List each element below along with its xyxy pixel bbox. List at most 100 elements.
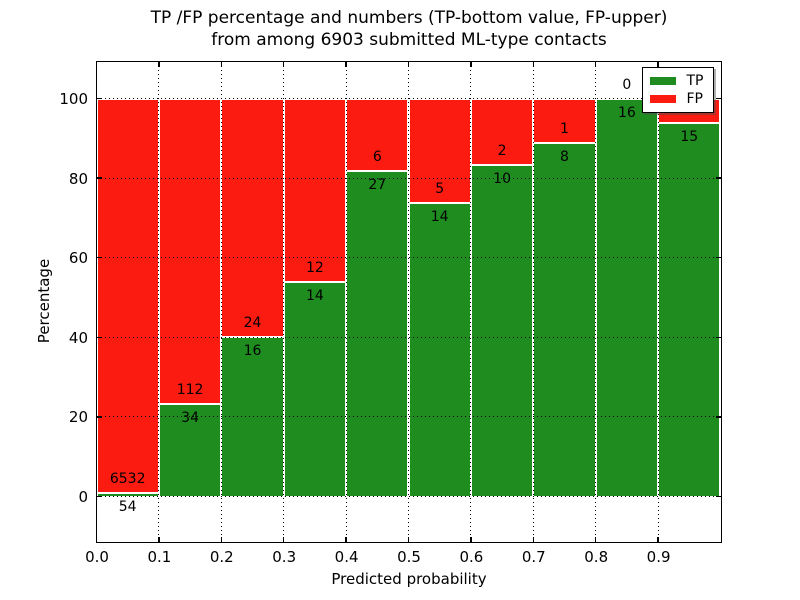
bar-tp-segment [470,164,534,497]
x-tick-mark-top [345,61,347,67]
legend-item: TP [643,72,713,90]
x-tick-mark-top [470,61,472,67]
x-tick-mark [345,536,347,542]
x-tick-mark-top [95,61,98,67]
x-tick-label: 0.6 [459,548,484,566]
bar-tp-segment [533,142,596,497]
x-axis-label: Predicted probability [331,570,487,588]
tp-count-label: 34 [181,409,200,426]
bar-fp-segment [283,98,347,283]
tp-count-label: 54 [118,499,137,516]
y-tick-label: 80 [68,169,88,188]
y-tick-mark [96,177,102,179]
x-tick-label: 0.7 [521,548,546,566]
x-tick-mark [470,536,472,542]
y-tick-label: 0 [78,488,88,507]
fp-count-label: 2 [497,142,507,159]
bar-tp-segment [96,493,159,497]
vertical-gridline [408,61,409,542]
chart-title: TP /FP percentage and numbers (TP-bottom… [97,7,721,51]
x-tick-label: 0.2 [209,548,234,566]
tp-count-label: 8 [560,148,569,165]
tp-count-label: 10 [493,170,512,187]
y-tick-mark-right [715,177,721,179]
vertical-gridline [220,61,222,542]
x-tick-mark [657,536,659,542]
x-tick-mark-top [282,61,285,67]
x-tick-mark [594,536,597,542]
x-tick-mark [220,536,223,542]
x-tick-mark [282,536,285,542]
x-tick-mark-top [407,61,410,67]
tp-count-label: 27 [368,176,387,193]
bar-tp-segment [283,282,347,497]
chart-title-line2: from among 6903 submitted ML-type contac… [211,30,607,50]
x-tick-label: 0.8 [584,548,609,566]
y-tick-mark [96,416,102,418]
horizontal-gridline [96,98,721,99]
legend-item: FP [643,90,713,108]
legend-swatch-tp [649,76,676,85]
bar-tp-segment [658,123,721,497]
x-tick-mark [532,536,535,542]
y-tick-label: 20 [68,408,88,427]
y-tick-mark [96,256,102,259]
horizontal-gridline [96,177,721,179]
bar-fp-segment [346,98,409,171]
y-tick-mark [96,495,102,498]
x-tick-label: 0.9 [646,548,671,566]
bar-tp-segment [158,403,222,497]
tp-count-label: 15 [680,129,699,146]
x-tick-mark-top [158,61,160,67]
y-tick-mark-right [715,97,721,100]
horizontal-gridline [96,496,721,498]
legend: TP FP [641,66,714,113]
y-tick-label: 40 [68,328,88,347]
horizontal-gridline [96,416,721,418]
x-tick-mark-top [594,61,597,67]
bar-fp-segment [158,98,222,404]
x-tick-mark [95,536,98,542]
x-tick-mark-top [657,61,659,67]
vertical-gridline [345,61,347,542]
y-tick-label: 100 [59,90,88,108]
tp-count-label: 16 [617,104,636,121]
x-tick-label: 0.5 [397,548,421,566]
vertical-gridline [283,61,285,542]
fp-count-label: 12 [305,260,324,277]
y-tick-mark-right [715,416,721,418]
x-tick-mark [407,536,410,542]
legend-label: TP [686,72,704,89]
vertical-gridline [158,61,160,542]
vertical-gridline [657,61,659,542]
y-tick-mark-right [715,256,721,259]
bar-tp-segment [408,203,471,497]
x-tick-label: 0.3 [272,548,297,566]
tp-count-label: 14 [430,209,449,226]
legend-swatch-fp [649,94,676,103]
bar-fp-segment [96,98,159,494]
y-tick-mark [96,97,102,100]
horizontal-gridline [96,336,721,338]
tp-count-label: 16 [243,343,262,360]
y-tick-mark-right [715,336,721,339]
y-tick-mark [96,336,102,339]
fp-count-label: 6 [372,148,382,165]
fp-count-label: 24 [243,315,262,332]
chart-title-line1: TP /FP percentage and numbers (TP-bottom… [150,8,668,28]
vertical-gridline [470,61,472,542]
legend-label: FP [686,90,704,107]
tp-count-label: 14 [305,288,324,305]
bar-tp-segment [595,98,659,497]
fp-count-label: 6532 [109,471,146,488]
y-tick-mark-right [715,495,721,498]
x-tick-mark-top [532,61,535,67]
bar-fp-segment [408,98,471,204]
x-tick-mark [158,536,160,542]
horizontal-gridline [96,257,721,259]
fp-count-label: 112 [176,381,204,398]
fp-count-label: 0 [622,76,632,93]
x-tick-label: 0.1 [147,548,172,566]
